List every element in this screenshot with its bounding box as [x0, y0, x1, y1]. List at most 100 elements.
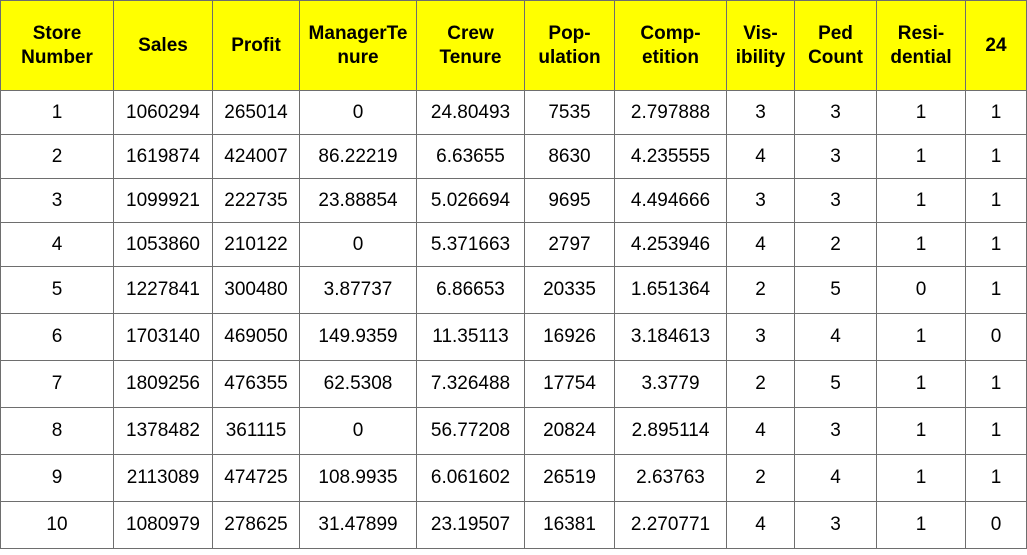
table-cell[interactable]: 2.895114 — [614, 407, 727, 455]
table-cell[interactable]: 0 — [299, 407, 417, 455]
table-cell[interactable]: 1060294 — [113, 90, 213, 135]
table-cell[interactable]: 1099921 — [113, 178, 213, 223]
table-cell[interactable]: 0 — [299, 90, 417, 135]
table-cell[interactable]: 1378482 — [113, 407, 213, 455]
table-cell[interactable]: 24.80493 — [416, 90, 525, 135]
table-cell[interactable]: 1809256 — [113, 360, 213, 408]
table-cell[interactable]: 3.87737 — [299, 266, 417, 314]
table-cell[interactable]: 300480 — [212, 266, 300, 314]
table-cell[interactable]: 2 — [794, 222, 877, 267]
table-cell[interactable]: 1 — [0, 90, 114, 135]
table-cell[interactable]: 474725 — [212, 454, 300, 502]
table-cell[interactable]: 1 — [965, 454, 1027, 502]
table-cell[interactable]: 7535 — [524, 90, 615, 135]
table-cell[interactable]: 17754 — [524, 360, 615, 408]
table-cell[interactable]: 11.35113 — [416, 313, 525, 361]
table-cell[interactable]: 3 — [726, 313, 795, 361]
table-cell[interactable]: 4 — [0, 222, 114, 267]
table-cell[interactable]: 2797 — [524, 222, 615, 267]
table-cell[interactable]: 4 — [726, 134, 795, 179]
table-cell[interactable]: 6.63655 — [416, 134, 525, 179]
table-cell[interactable]: 1 — [876, 134, 966, 179]
column-header[interactable]: 24 — [965, 0, 1027, 91]
table-cell[interactable]: 1 — [876, 407, 966, 455]
table-cell[interactable]: 31.47899 — [299, 501, 417, 549]
table-cell[interactable]: 4 — [726, 222, 795, 267]
table-cell[interactable]: 1 — [876, 90, 966, 135]
column-header[interactable]: Comp-etition — [614, 0, 727, 91]
column-header[interactable]: Store Number — [0, 0, 114, 91]
table-cell[interactable]: 3 — [726, 90, 795, 135]
table-cell[interactable]: 265014 — [212, 90, 300, 135]
table-cell[interactable]: 1 — [876, 501, 966, 549]
table-cell[interactable]: 1703140 — [113, 313, 213, 361]
table-cell[interactable]: 6.061602 — [416, 454, 525, 502]
table-cell[interactable]: 0 — [965, 313, 1027, 361]
table-cell[interactable]: 6 — [0, 313, 114, 361]
table-cell[interactable]: 4.253946 — [614, 222, 727, 267]
column-header[interactable]: ManagerTe nure — [299, 0, 417, 91]
table-cell[interactable]: 5 — [794, 266, 877, 314]
table-cell[interactable]: 6.86653 — [416, 266, 525, 314]
table-cell[interactable]: 1 — [876, 178, 966, 223]
table-cell[interactable]: 2 — [0, 134, 114, 179]
table-cell[interactable]: 2113089 — [113, 454, 213, 502]
column-header[interactable]: Sales — [113, 0, 213, 91]
table-cell[interactable]: 3 — [794, 407, 877, 455]
table-cell[interactable]: 9695 — [524, 178, 615, 223]
table-cell[interactable]: 1 — [965, 134, 1027, 179]
table-cell[interactable]: 3.3779 — [614, 360, 727, 408]
table-cell[interactable]: 149.9359 — [299, 313, 417, 361]
table-cell[interactable]: 86.22219 — [299, 134, 417, 179]
table-cell[interactable]: 1227841 — [113, 266, 213, 314]
table-cell[interactable]: 20824 — [524, 407, 615, 455]
table-cell[interactable]: 26519 — [524, 454, 615, 502]
table-cell[interactable]: 1053860 — [113, 222, 213, 267]
table-cell[interactable]: 476355 — [212, 360, 300, 408]
table-cell[interactable]: 7 — [0, 360, 114, 408]
table-cell[interactable]: 4 — [794, 313, 877, 361]
table-cell[interactable]: 3 — [794, 134, 877, 179]
table-cell[interactable]: 1619874 — [113, 134, 213, 179]
table-cell[interactable]: 10 — [0, 501, 114, 549]
table-cell[interactable]: 4.235555 — [614, 134, 727, 179]
column-header[interactable]: Ped Count — [794, 0, 877, 91]
table-cell[interactable]: 2 — [726, 360, 795, 408]
column-header[interactable]: Pop-ulation — [524, 0, 615, 91]
table-cell[interactable]: 56.77208 — [416, 407, 525, 455]
table-cell[interactable]: 62.5308 — [299, 360, 417, 408]
table-cell[interactable]: 278625 — [212, 501, 300, 549]
table-cell[interactable]: 3 — [794, 90, 877, 135]
table-cell[interactable]: 108.9935 — [299, 454, 417, 502]
table-cell[interactable]: 3 — [794, 501, 877, 549]
table-cell[interactable]: 1 — [876, 313, 966, 361]
table-cell[interactable]: 8 — [0, 407, 114, 455]
table-cell[interactable]: 4 — [794, 454, 877, 502]
table-cell[interactable]: 4 — [726, 407, 795, 455]
table-cell[interactable]: 1 — [965, 266, 1027, 314]
column-header[interactable]: Resi-dential — [876, 0, 966, 91]
table-cell[interactable]: 9 — [0, 454, 114, 502]
column-header[interactable]: Profit — [212, 0, 300, 91]
table-cell[interactable]: 2.63763 — [614, 454, 727, 502]
table-cell[interactable]: 3 — [794, 178, 877, 223]
table-cell[interactable]: 3.184613 — [614, 313, 727, 361]
table-cell[interactable]: 1 — [876, 222, 966, 267]
table-cell[interactable]: 20335 — [524, 266, 615, 314]
table-cell[interactable]: 1.651364 — [614, 266, 727, 314]
table-cell[interactable]: 5.026694 — [416, 178, 525, 223]
table-cell[interactable]: 1 — [876, 360, 966, 408]
table-cell[interactable]: 2 — [726, 266, 795, 314]
table-cell[interactable]: 23.19507 — [416, 501, 525, 549]
table-cell[interactable]: 5 — [794, 360, 877, 408]
table-cell[interactable]: 0 — [965, 501, 1027, 549]
table-cell[interactable]: 1 — [965, 90, 1027, 135]
table-cell[interactable]: 3 — [726, 178, 795, 223]
table-cell[interactable]: 2.797888 — [614, 90, 727, 135]
table-cell[interactable]: 2.270771 — [614, 501, 727, 549]
table-cell[interactable]: 222735 — [212, 178, 300, 223]
table-cell[interactable]: 1 — [965, 407, 1027, 455]
table-cell[interactable]: 0 — [876, 266, 966, 314]
table-cell[interactable]: 1 — [965, 360, 1027, 408]
column-header[interactable]: Vis-ibility — [726, 0, 795, 91]
